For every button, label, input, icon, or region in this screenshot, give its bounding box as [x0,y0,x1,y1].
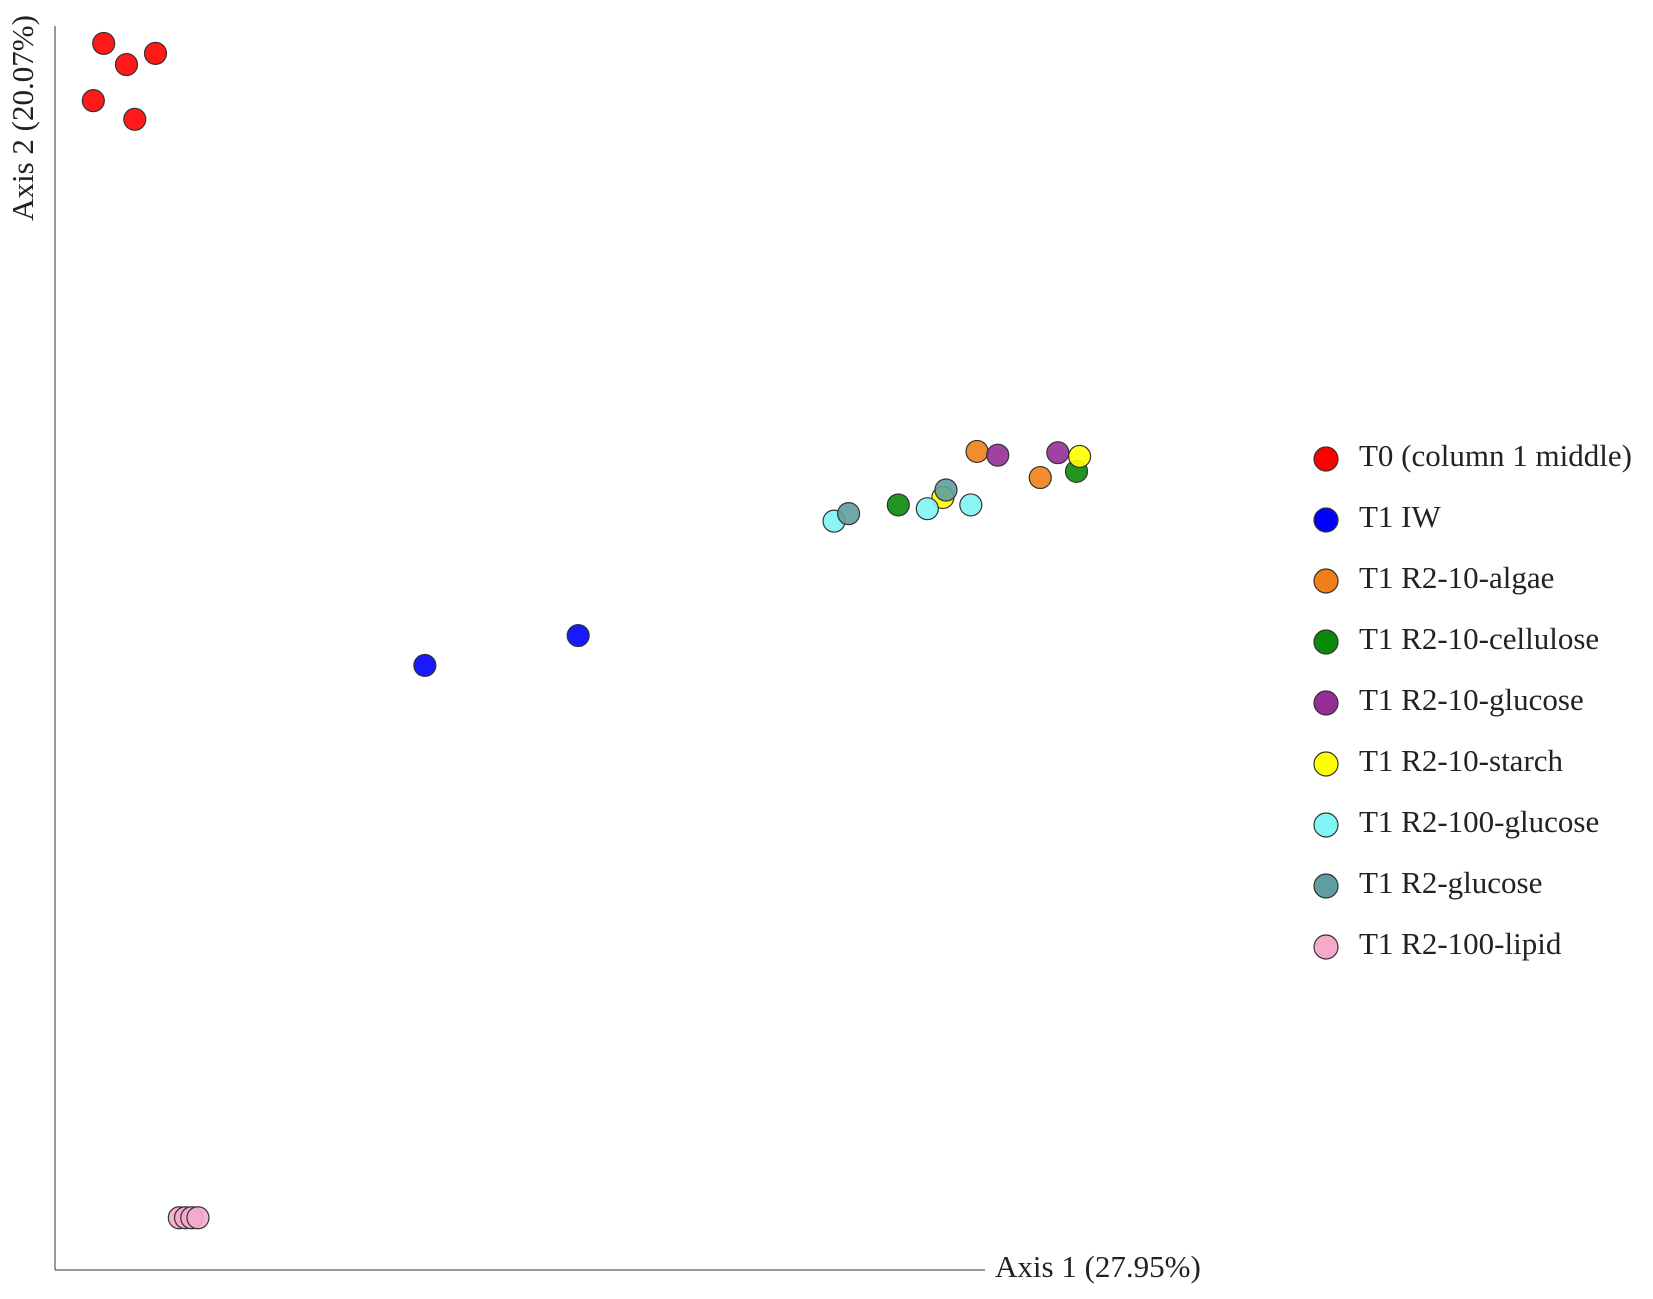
point [1046,441,1070,465]
legend-marker [1313,446,1339,472]
point [413,653,437,678]
point [143,41,168,65]
legend-label: T1 R2-10-starch [1359,743,1564,778]
point [92,31,116,56]
legend-label: T1 R2-10-algae [1359,560,1554,595]
y-axis-label: Axis 2 (20.07%) [5,15,40,221]
point [836,502,861,526]
point [1028,465,1052,490]
legend-marker [1313,629,1339,655]
point [566,623,590,648]
point [934,478,958,502]
point [886,493,910,517]
legend-marker [1313,934,1339,960]
legend-label: T1 R2-10-cellulose [1359,621,1599,656]
x-axis-label: Axis 1 (27.95%) [995,1249,1201,1284]
point [114,52,139,77]
legend-label: T1 R2-glucose [1359,865,1542,900]
point [1068,444,1092,469]
legend-marker [1313,568,1339,594]
legend-marker [1313,507,1339,533]
legend-label: T1 IW [1359,499,1442,534]
legend-marker [1313,690,1339,716]
legend-label: T0 (column 1 middle) [1359,438,1632,473]
legend-label: T1 R2-100-glucose [1359,804,1599,839]
point [915,497,939,521]
point [81,89,105,113]
legend-label: T1 R2-10-glucose [1359,682,1584,717]
legend-marker [1313,873,1339,899]
point [186,1206,210,1230]
point [123,107,147,131]
legend-marker [1313,812,1339,838]
legend-label: T1 R2-100-lipid [1359,926,1562,961]
point [986,443,1010,467]
legend-marker [1313,751,1339,777]
point [965,439,989,464]
point [959,493,983,517]
